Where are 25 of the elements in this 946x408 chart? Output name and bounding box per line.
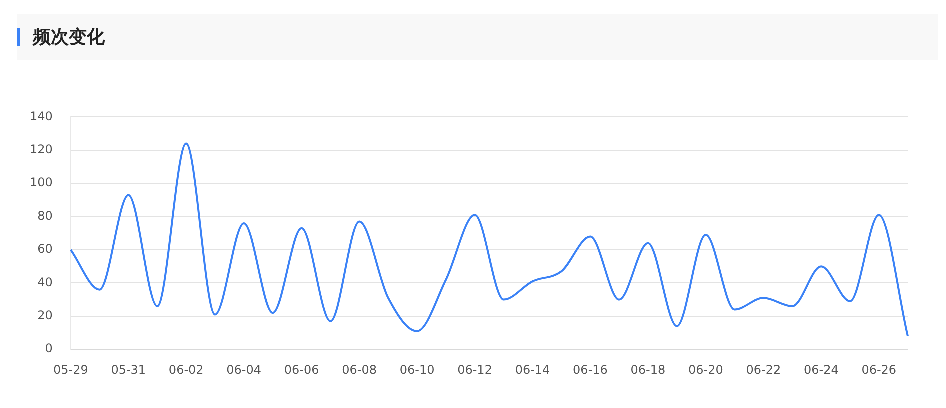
x-tick-label: 05-31 [111, 362, 146, 377]
y-tick-label: 40 [38, 275, 53, 290]
y-tick-label: 20 [38, 308, 53, 323]
x-tick-label: 06-18 [630, 362, 666, 377]
y-tick-label: 100 [30, 176, 53, 190]
x-tick-label: 06-26 [862, 362, 897, 377]
x-tick-label: 06-12 [458, 362, 492, 377]
x-tick-label: 05-29 [53, 362, 88, 377]
y-tick-label: 80 [38, 208, 53, 223]
y-tick-label: 140 [30, 109, 53, 124]
x-tick-label: 06-04 [226, 362, 262, 377]
x-tick-label: 06-22 [746, 362, 782, 377]
x-tick-label: 06-02 [168, 362, 204, 377]
y-tick-label: 120 [30, 142, 53, 157]
chart-title: 频次变化 [33, 26, 105, 49]
x-tick-label: 06-06 [284, 362, 320, 377]
x-tick-label: 06-24 [804, 362, 839, 377]
x-tick-label: 06-10 [400, 362, 435, 377]
line-series [70, 142, 909, 338]
y-tick-label: 0 [45, 342, 53, 356]
x-tick-label: 06-08 [342, 362, 377, 377]
x-tick-label: 06-20 [688, 362, 724, 377]
x-tick-label: 06-16 [573, 362, 608, 377]
x-tick-label: 06-14 [515, 362, 550, 377]
y-tick-label: 60 [38, 242, 53, 256]
